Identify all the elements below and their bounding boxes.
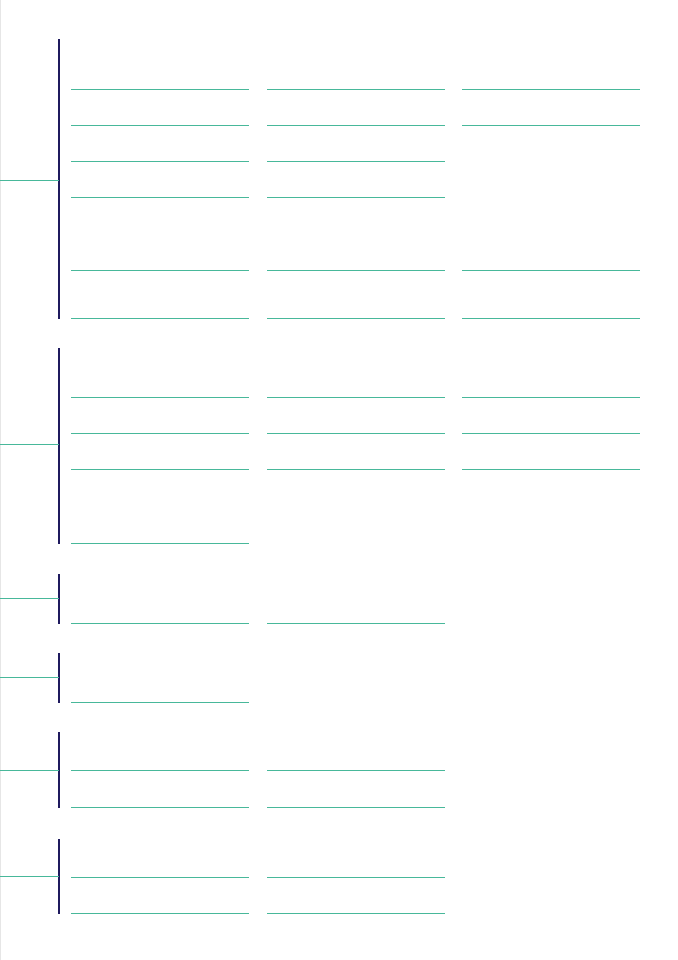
group-2-connector <box>0 444 59 445</box>
group-1-field-r6-c1[interactable] <box>71 318 249 319</box>
group-2-bracket <box>58 348 60 544</box>
group-1-field-r2-c3[interactable] <box>462 125 640 126</box>
group-2-field-r2-c3[interactable] <box>462 433 640 434</box>
group-1-field-r1-c2[interactable] <box>267 89 445 90</box>
group-5-connector <box>0 770 59 771</box>
group-5-bracket <box>58 732 60 808</box>
group-4-bracket <box>58 653 60 703</box>
group-6-field-r2-c1[interactable] <box>71 913 249 914</box>
group-2-field-r3-c1[interactable] <box>71 469 249 470</box>
group-1-field-r1-c3[interactable] <box>462 89 640 90</box>
group-6-connector <box>0 876 59 877</box>
group-2-field-r1-c2[interactable] <box>267 397 445 398</box>
group-2-field-r1-c3[interactable] <box>462 397 640 398</box>
group-5-field-r2-c2[interactable] <box>267 807 445 808</box>
group-3-connector <box>0 598 59 599</box>
group-1-field-r3-c1[interactable] <box>71 161 249 162</box>
group-1-field-r6-c2[interactable] <box>267 318 445 319</box>
page-left-border <box>0 0 1 960</box>
group-6-field-r2-c2[interactable] <box>267 913 445 914</box>
group-4-field-r1-c1[interactable] <box>71 702 249 703</box>
group-5-field-r2-c1[interactable] <box>71 807 249 808</box>
group-1-field-r1-c1[interactable] <box>71 89 249 90</box>
group-5-field-r1-c2[interactable] <box>267 770 445 771</box>
group-2-field-r1-c1[interactable] <box>71 397 249 398</box>
group-1-field-r5-c3[interactable] <box>462 270 640 271</box>
group-1-field-r4-c2[interactable] <box>267 197 445 198</box>
group-6-field-r1-c2[interactable] <box>267 877 445 878</box>
group-1-field-r2-c1[interactable] <box>71 125 249 126</box>
group-3-field-r1-c1[interactable] <box>71 623 249 624</box>
group-1-field-r4-c1[interactable] <box>71 197 249 198</box>
group-4-connector <box>0 677 59 678</box>
group-2-field-r4-c1[interactable] <box>71 543 249 544</box>
group-1-field-r2-c2[interactable] <box>267 125 445 126</box>
group-3-bracket <box>58 574 60 624</box>
group-2-field-r2-c1[interactable] <box>71 433 249 434</box>
group-5-field-r1-c1[interactable] <box>71 770 249 771</box>
group-1-bracket <box>58 39 60 319</box>
group-1-field-r5-c2[interactable] <box>267 270 445 271</box>
group-2-field-r2-c2[interactable] <box>267 433 445 434</box>
group-1-field-r3-c2[interactable] <box>267 161 445 162</box>
group-1-field-r6-c3[interactable] <box>462 318 640 319</box>
group-6-bracket <box>58 839 60 914</box>
group-2-field-r3-c3[interactable] <box>462 469 640 470</box>
group-2-field-r3-c2[interactable] <box>267 469 445 470</box>
group-1-field-r5-c1[interactable] <box>71 270 249 271</box>
group-1-connector <box>0 180 59 181</box>
group-6-field-r1-c1[interactable] <box>71 877 249 878</box>
group-3-field-r1-c2[interactable] <box>267 623 445 624</box>
